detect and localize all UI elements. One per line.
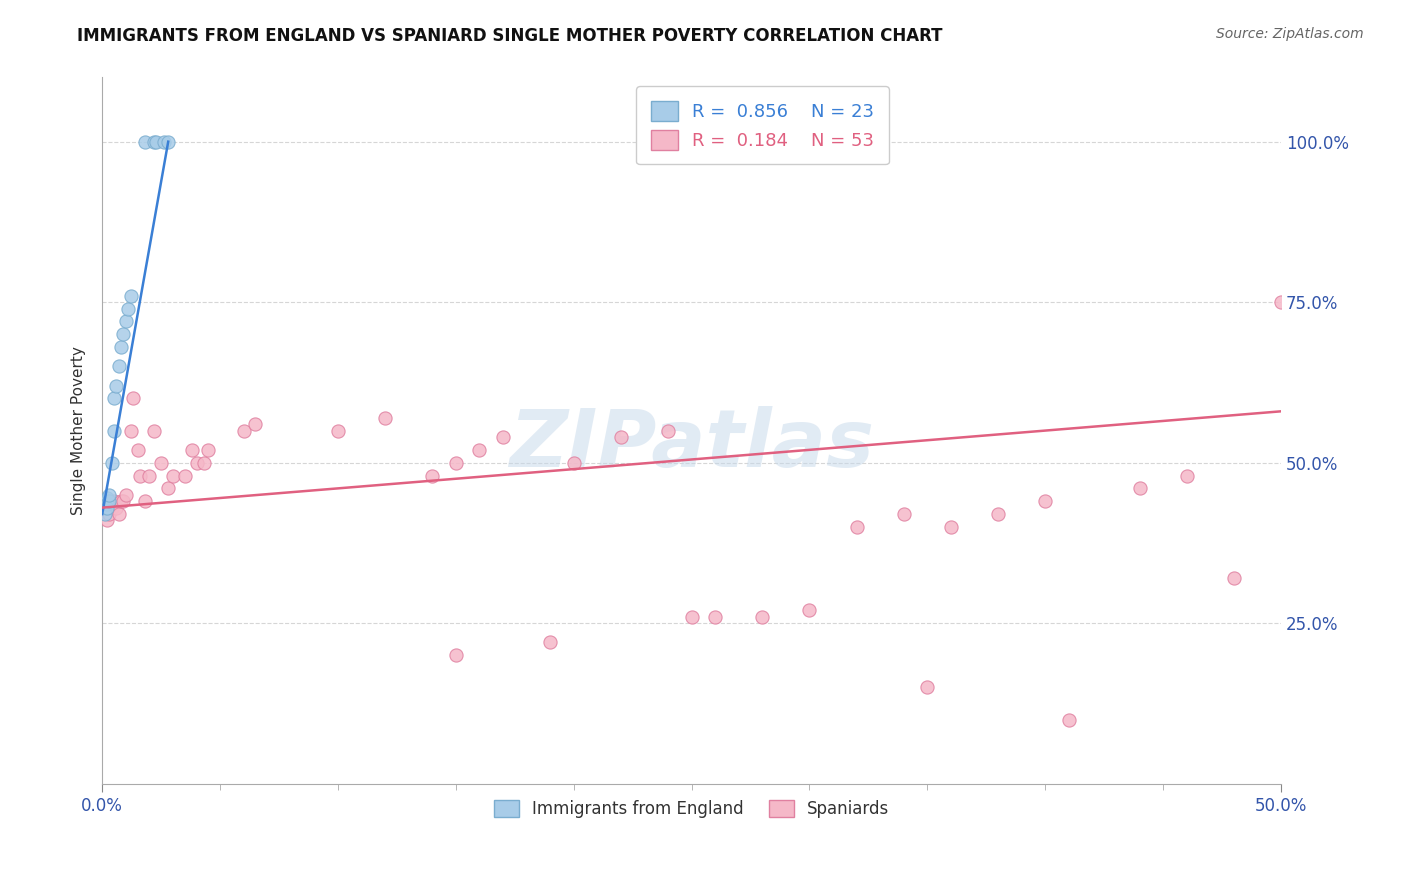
Point bbox=[98, 488, 121, 502]
Point bbox=[180, 442, 202, 457]
Point bbox=[134, 494, 156, 508]
Point bbox=[112, 494, 135, 508]
Point bbox=[186, 456, 208, 470]
Point bbox=[93, 500, 115, 515]
Point bbox=[420, 468, 443, 483]
Point bbox=[1175, 468, 1198, 483]
Point bbox=[150, 456, 173, 470]
Point bbox=[538, 635, 561, 649]
Point bbox=[326, 424, 349, 438]
Point bbox=[193, 456, 215, 470]
Point bbox=[1270, 295, 1292, 310]
Point bbox=[138, 468, 160, 483]
Point bbox=[98, 494, 121, 508]
Point bbox=[245, 417, 267, 432]
Point bbox=[1128, 482, 1150, 496]
Point bbox=[117, 301, 139, 316]
Point bbox=[98, 507, 121, 521]
Point bbox=[610, 430, 633, 444]
Point bbox=[374, 410, 396, 425]
Point bbox=[987, 507, 1010, 521]
Point bbox=[173, 468, 195, 483]
Text: IMMIGRANTS FROM ENGLAND VS SPANIARD SINGLE MOTHER POVERTY CORRELATION CHART: IMMIGRANTS FROM ENGLAND VS SPANIARD SING… bbox=[77, 27, 943, 45]
Point bbox=[103, 392, 125, 406]
Point bbox=[232, 424, 254, 438]
Point bbox=[100, 500, 122, 515]
Point bbox=[917, 681, 939, 695]
Point bbox=[143, 135, 166, 149]
Point bbox=[120, 424, 142, 438]
Point bbox=[444, 456, 467, 470]
Point bbox=[893, 507, 915, 521]
Point bbox=[197, 442, 219, 457]
Point bbox=[110, 494, 132, 508]
Point bbox=[93, 494, 115, 508]
Text: Source: ZipAtlas.com: Source: ZipAtlas.com bbox=[1216, 27, 1364, 41]
Point bbox=[468, 442, 491, 457]
Point bbox=[121, 392, 143, 406]
Point bbox=[157, 482, 180, 496]
Point bbox=[845, 520, 868, 534]
Point bbox=[105, 500, 128, 515]
Point bbox=[681, 609, 703, 624]
Point bbox=[112, 327, 135, 342]
Point bbox=[96, 500, 118, 515]
Point bbox=[1057, 713, 1080, 727]
Point bbox=[152, 135, 174, 149]
Text: ZIPatlas: ZIPatlas bbox=[509, 406, 875, 483]
Point bbox=[96, 491, 118, 505]
Point bbox=[1033, 494, 1056, 508]
Point bbox=[114, 488, 136, 502]
Point bbox=[799, 603, 821, 617]
Point bbox=[105, 378, 128, 392]
Point bbox=[129, 468, 152, 483]
Point bbox=[134, 135, 156, 149]
Point bbox=[444, 648, 467, 663]
Point bbox=[704, 609, 727, 624]
Point bbox=[98, 494, 121, 508]
Point bbox=[657, 424, 679, 438]
Point bbox=[143, 424, 166, 438]
Point bbox=[162, 468, 184, 483]
Point bbox=[103, 424, 125, 438]
Point bbox=[93, 507, 115, 521]
Point bbox=[93, 500, 115, 515]
Y-axis label: Single Mother Poverty: Single Mother Poverty bbox=[72, 346, 86, 515]
Point bbox=[100, 456, 122, 470]
Legend: Immigrants from England, Spaniards: Immigrants from England, Spaniards bbox=[486, 793, 896, 825]
Point bbox=[96, 513, 118, 527]
Point bbox=[107, 507, 129, 521]
Point bbox=[110, 340, 132, 354]
Point bbox=[103, 494, 125, 508]
Point bbox=[114, 314, 136, 328]
Point bbox=[1223, 571, 1246, 585]
Point bbox=[107, 359, 129, 374]
Point bbox=[96, 498, 118, 512]
Point bbox=[751, 609, 773, 624]
Point bbox=[157, 135, 180, 149]
Point bbox=[939, 520, 962, 534]
Point bbox=[127, 442, 149, 457]
Point bbox=[492, 430, 515, 444]
Point bbox=[562, 456, 585, 470]
Point bbox=[145, 135, 167, 149]
Point bbox=[120, 289, 142, 303]
